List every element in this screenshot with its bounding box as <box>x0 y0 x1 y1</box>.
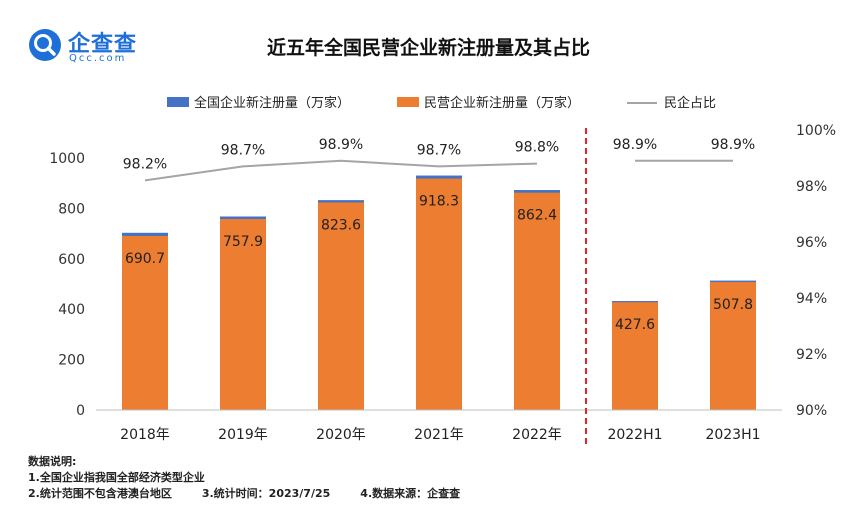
bar-private <box>220 219 266 410</box>
bar-value-label: 507.8 <box>713 297 753 313</box>
x-tick-label: 2019年 <box>218 427 268 443</box>
notes-scope: 2.统计范围不包含港澳台地区 <box>28 487 172 500</box>
y-tick-label: 0 <box>76 403 85 419</box>
notes-line-2: 2.统计范围不包含港澳台地区 3.统计时间：2023/7/25 4.数据来源：企查查 <box>28 486 490 502</box>
share-value-label: 98.9% <box>613 137 657 153</box>
chart: 全国企业新注册量（万家） 民营企业新注册量（万家） 民企占比 0 200 400 600 80… <box>49 95 836 445</box>
share-value-label: 98.9% <box>319 137 363 153</box>
x-tick-label: 2022H1 <box>607 427 662 443</box>
y2-tick-label: 96% <box>796 235 827 251</box>
logo-domain: Qcc.com <box>69 53 127 64</box>
y-tick-label: 600 <box>58 252 85 268</box>
y2-tick-label: 90% <box>796 403 827 419</box>
x-tick-label: 2022年 <box>512 427 562 443</box>
legend-label-share: 民企占比 <box>664 95 716 111</box>
y-tick-label: 200 <box>58 353 85 369</box>
bar-private <box>710 282 756 410</box>
legend-label-private: 民营企业新注册量（万家） <box>424 95 580 111</box>
bar-value-label: 918.3 <box>419 194 459 210</box>
bar-private <box>122 235 168 410</box>
bar-value-label: 690.7 <box>125 251 165 267</box>
logo-name: 企查查 <box>68 32 138 57</box>
notes-line-1: 1.全国企业指我国全部经济类型企业 <box>28 471 205 484</box>
bar-private <box>318 202 364 410</box>
bar-private <box>514 192 560 410</box>
qcc-logo-icon <box>29 29 61 61</box>
y2-tick-label: 98% <box>796 179 827 195</box>
bar-private <box>416 178 462 410</box>
chart-title: 近五年全国民营企业新注册量及其占比 <box>266 37 590 59</box>
notes-source: 4.数据来源：企查查 <box>360 487 461 500</box>
bar-value-label: 427.6 <box>615 317 655 333</box>
share-value-label: 98.8% <box>515 140 559 156</box>
y-tick-label: 400 <box>58 302 85 318</box>
bar-private <box>612 302 658 410</box>
bar-value-label: 862.4 <box>517 208 557 224</box>
y-tick-label: 1000 <box>49 151 85 167</box>
y2-tick-label: 94% <box>796 291 827 307</box>
x-tick-label: 2023H1 <box>705 427 760 443</box>
bar-value-label: 823.6 <box>321 217 361 233</box>
x-tick-label: 2018年 <box>120 427 170 443</box>
notes-date: 3.统计时间：2023/7/25 <box>201 487 331 500</box>
legend-swatch-private <box>397 97 419 107</box>
share-value-label: 98.9% <box>711 137 755 153</box>
data-notes: 数据说明: 1.全国企业指我国全部经济类型企业 2.统计范围不包含港澳台地区 3.… <box>28 454 490 502</box>
y2-tick-label: 100% <box>796 123 836 139</box>
qcc-logo: 企查查 Qcc.com <box>28 26 168 66</box>
notes-heading: 数据说明: <box>28 455 77 468</box>
y2-tick-label: 92% <box>796 347 827 363</box>
share-line-yearly <box>144 159 538 182</box>
share-value-label: 98.7% <box>221 142 265 158</box>
share-value-label: 98.2% <box>123 156 167 172</box>
y-tick-label: 800 <box>58 201 85 217</box>
share-value-label: 98.7% <box>417 142 461 158</box>
bar-value-label: 757.9 <box>223 234 263 250</box>
x-tick-label: 2020年 <box>316 427 366 443</box>
legend-label-total: 全国企业新注册量（万家） <box>194 95 350 111</box>
x-tick-label: 2021年 <box>414 427 464 443</box>
legend-swatch-total <box>167 97 189 107</box>
